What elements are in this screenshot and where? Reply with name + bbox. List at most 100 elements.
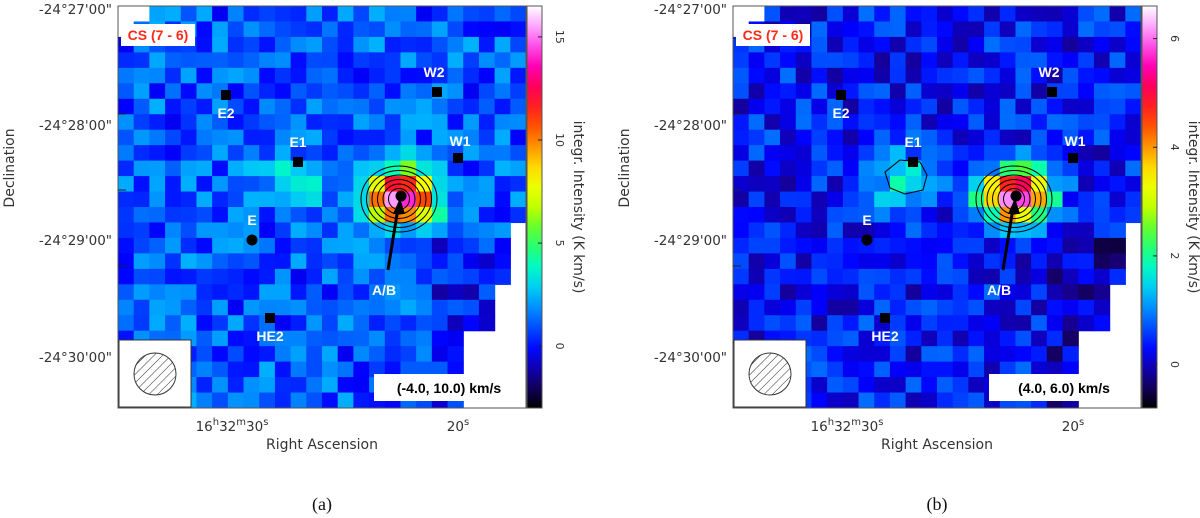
map-pixel [212,207,229,224]
map-pixel [842,207,860,224]
map-pixel [874,21,891,38]
map-pixel [874,392,891,408]
map-pixel [1109,207,1126,224]
map-pixel [858,129,875,146]
map-pixel [733,284,750,301]
map-pixel [306,160,323,177]
map-pixel [905,21,922,38]
map-pixel [478,114,496,131]
map-pixel [400,222,417,239]
map-pixel [999,21,1017,38]
source-marker-e [246,234,258,246]
map-pixel [337,160,354,177]
map-pixel [952,284,969,301]
map-pixel [243,67,260,84]
map-pixel [447,21,464,38]
map-pixel [780,67,797,84]
map-pixel [322,377,339,394]
map-pixel [811,145,828,162]
map-pixel [905,315,922,332]
map-pixel [905,176,922,193]
map-pixel [1109,36,1126,53]
map-pixel [180,83,198,100]
map-pixel [889,21,907,38]
map-pixel [447,315,464,332]
map-pixel [369,361,386,378]
map-pixel [1109,129,1126,146]
map-pixel [227,176,245,193]
map-pixel [921,361,938,378]
map-pixel [478,315,496,332]
map-pixel [874,145,891,162]
map-pixel [337,268,354,285]
map-pixel [165,129,182,146]
map-pixel [952,207,969,224]
map-pixel [494,21,511,38]
map-pixel [733,98,750,115]
map-pixel [937,98,954,115]
map-pixel [858,392,875,408]
map-pixel [748,315,765,332]
map-pixel [478,237,496,254]
map-pixel [431,114,449,131]
map-pixel [212,315,229,332]
map-pixel [353,330,370,347]
map-pixel [937,21,954,38]
map-pixel [1109,6,1126,23]
map-pixel [384,176,402,193]
map-pixel [290,268,307,285]
map-pixel [494,253,511,270]
map-pixel [968,346,985,363]
map-pixel [384,315,402,332]
map-pixel [180,67,198,84]
colorbar: 0 5 10 15 integr. Intensity (K km/s) [526,5,586,409]
map-pixel [463,21,480,38]
map-pixel [842,346,860,363]
map-pixel [1031,268,1048,285]
source-marker-e [861,234,873,246]
map-pixel [196,284,213,301]
map-pixel [494,114,511,131]
map-pixel [858,222,875,239]
map-pixel [353,299,370,316]
map-pixel [165,67,182,84]
map-pixel [984,83,1001,100]
map-pixel [1078,36,1095,53]
map-pixel [1062,98,1079,115]
map-pixel [1031,253,1048,270]
map-pixel [795,6,813,23]
map-pixel [274,191,292,208]
map-pixel [353,377,370,394]
source-label-ab: A/B [372,282,396,298]
map-pixel [212,253,229,270]
map-pixel [274,222,292,239]
map-pixel [447,191,464,208]
map-pixel [369,284,386,301]
map-pixel [400,253,417,270]
map-pixel [510,145,526,162]
map-pixel [322,299,339,316]
map-pixel [764,299,781,316]
map-pixel [858,330,875,347]
map-pixel [400,284,417,301]
sources: E2 E1 E HE2 W2 W1 A/B [217,64,470,344]
map-pixel [431,222,449,239]
map-pixel [196,315,213,332]
map-pixel [243,114,260,131]
map-pixel [968,392,985,408]
map-pixel [1046,361,1064,378]
map-pixel [478,83,496,100]
map-pixel [1125,98,1141,115]
map-pixel [1109,160,1126,177]
map-pixel [494,268,511,285]
map-pixel [1093,52,1111,69]
map-pixel [337,129,354,146]
map-pixel [478,222,496,239]
map-pixel [811,299,828,316]
map-pixel [889,237,907,254]
map-pixel [968,160,985,177]
map-pixel [494,160,511,177]
map-pixel [1062,129,1079,146]
map-pixel [431,21,449,38]
map-pixel [952,160,969,177]
